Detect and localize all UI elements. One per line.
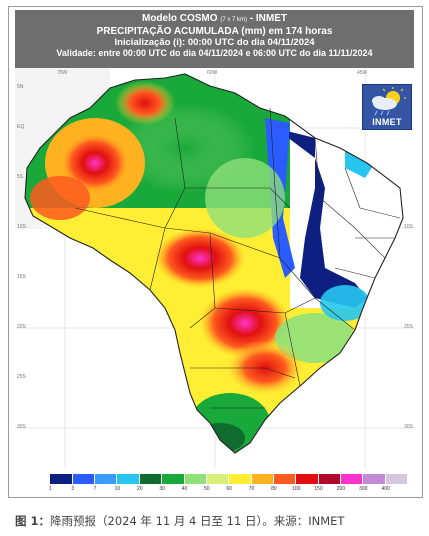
map-grid-labels: 75W 60W 45W 5N EQ 5S 10S 15S 20S 25S 30S…	[17, 70, 414, 430]
legend-label: 400	[381, 486, 390, 492]
legend-swatch	[341, 474, 364, 484]
legend-swatch	[229, 474, 252, 484]
lat-label: 15S	[17, 274, 27, 280]
lat-label: 5N	[17, 84, 24, 90]
legend-swatch	[184, 474, 207, 484]
legend-label: 150	[314, 486, 323, 492]
legend-swatch	[28, 474, 51, 484]
legend-label: 3	[71, 486, 75, 492]
lat-label: 20S	[404, 324, 414, 330]
map-header: Modelo COSMO (7 x 7 km) - INMET PRECIPIT…	[15, 10, 414, 68]
lat-label: 5S	[17, 174, 24, 180]
inmet-logo: INMET	[362, 84, 412, 130]
caption-text: 降雨预报（2024 年 11 月 4 日至 11 日）。来源：INMET	[50, 514, 345, 528]
legend-swatch	[50, 474, 73, 484]
legend-swatch	[95, 474, 118, 484]
lat-label: EQ	[17, 124, 24, 130]
neighbor-countries	[15, 68, 110, 228]
legend-label: 200	[336, 486, 346, 492]
lon-label: 45W	[357, 70, 368, 76]
legend-label: 60	[226, 486, 232, 492]
logo-text: INMET	[372, 117, 402, 127]
precipitation-map: 75W 60W 45W 5N EQ 5S 10S 15S 20S 25S 30S…	[15, 68, 414, 468]
legend-swatch	[206, 474, 230, 484]
lat-label: 10S	[17, 224, 27, 230]
legend-label: 7	[93, 486, 97, 492]
legend-labels: 1 3 7 10 20 30 40 50 60 70 80 100 150 200 300 400	[28, 486, 408, 494]
legend-label: 300	[359, 486, 368, 492]
legend-label: 100	[292, 486, 301, 492]
legend-label: 20	[136, 486, 143, 492]
legend-swatch	[139, 474, 163, 484]
caption-prefix: 图 1：	[15, 514, 51, 528]
legend-swatch	[72, 474, 96, 484]
legend-label: 50	[204, 486, 210, 492]
legend-swatch	[162, 474, 185, 484]
legend-label: 80	[271, 486, 277, 492]
initialization-text: Inicialização (i): 00:00 UTC do dia 04/1…	[114, 37, 315, 48]
lon-label: 60W	[207, 70, 218, 76]
validity-text: Validade: entre 00:00 UTC do dia 04/11/2…	[56, 48, 373, 58]
state-borders	[24, 73, 404, 454]
legend-swatch	[251, 474, 274, 484]
legend-label: 1	[48, 486, 52, 492]
legend-swatch	[318, 474, 342, 484]
legend-swatch	[363, 474, 386, 484]
legend-swatch	[296, 474, 319, 484]
lat-label: 25S	[17, 374, 27, 380]
sun-cloud-rain-icon	[372, 87, 406, 116]
product-title: PRECIPITAÇÃO ACUMULADA (mm) em 174 horas	[96, 26, 333, 37]
legend-swatch	[117, 474, 140, 484]
model-title: Modelo COSMO (7 x 7 km) - INMET	[141, 13, 287, 24]
lat-label: 20S	[17, 324, 27, 330]
legend-label: 70	[248, 486, 255, 492]
color-legend	[28, 474, 409, 484]
lat-label: 30S	[17, 424, 27, 430]
legend-label: 40	[181, 486, 188, 492]
legend-swatch	[273, 474, 297, 484]
lat-label: 10S	[404, 224, 414, 230]
lat-label: 30S	[404, 424, 414, 430]
legend-label: 10	[114, 486, 121, 492]
figure-caption: 图 1：降雨预报（2024 年 11 月 4 日至 11 日）。来源：INMET	[15, 513, 344, 529]
legend-swatch	[385, 474, 409, 484]
lon-label: 75W	[57, 70, 68, 76]
legend-label: 30	[159, 486, 165, 492]
